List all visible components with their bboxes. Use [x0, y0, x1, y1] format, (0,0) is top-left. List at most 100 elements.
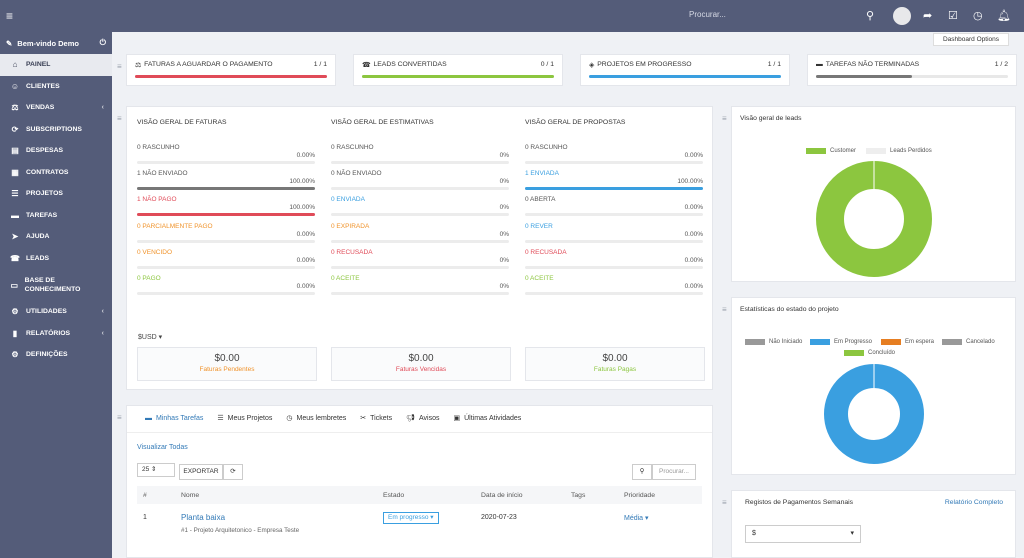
sidebar-item-despesas[interactable]: ▤ Despesas: [0, 140, 112, 162]
tab-meus-lembretes[interactable]: ◷ Meus lembretes: [286, 414, 346, 423]
overview-row[interactable]: 0 Rascunho 0.00%: [137, 144, 315, 170]
overview-row[interactable]: 1 Não enviado 100.00%: [137, 170, 315, 196]
sidebar-item-painel[interactable]: ⌂ Painel: [0, 54, 112, 76]
dashboard-options-button[interactable]: Dashboard Options: [933, 33, 1009, 46]
overview-row[interactable]: 0 Rever 0.00%: [525, 223, 703, 249]
sidebar-item-vendas[interactable]: ⚖ Vendas ‹: [0, 97, 112, 119]
overview-row[interactable]: 0 Aceite 0.00%: [525, 275, 703, 301]
sidebar-item-tarefas[interactable]: ▬ Tarefas: [0, 205, 112, 227]
currency-dropdown[interactable]: $ ▾: [745, 525, 861, 543]
stat-card[interactable]: ☎ Leads convertidas 0 / 1: [353, 54, 563, 86]
task-search-input[interactable]: Procurar...: [652, 464, 696, 480]
menu-toggle-icon[interactable]: ≡: [6, 9, 14, 23]
overview-row[interactable]: 0 Aceite 0%: [331, 275, 509, 301]
legend-item[interactable]: Leads Perdidos: [866, 148, 932, 154]
stat-progress-bar: [362, 75, 554, 78]
overview-row-percent: 100.00%: [677, 178, 703, 186]
legend-swatch: [881, 339, 901, 345]
view-all-link[interactable]: Visualizar Todas: [137, 444, 188, 451]
stat-count: 1 / 1: [767, 61, 781, 68]
logout-icon[interactable]: ⏻: [99, 38, 106, 47]
overview-row-label: 0 Aceite: [331, 274, 360, 282]
overview-row[interactable]: 0 Não enviado 0%: [331, 170, 509, 196]
share-icon[interactable]: ➦: [923, 10, 933, 22]
column-header[interactable]: Prioridade: [624, 492, 655, 499]
sidebar-item-contratos[interactable]: ▦ Contratos: [0, 162, 112, 184]
stat-card[interactable]: ⚖ Faturas a aguardar o pagamento 1 / 1: [126, 54, 336, 86]
sidebar-item-ajuda[interactable]: ➤ Ajuda: [0, 226, 112, 248]
folder-icon: ▭: [10, 280, 19, 290]
column-header[interactable]: Nome: [181, 492, 200, 499]
legend-item[interactable]: Não Iniciado: [745, 339, 802, 345]
overview-row[interactable]: 0 Rascunho 0.00%: [525, 144, 703, 170]
search-input[interactable]: Procurar...: [689, 10, 726, 19]
sidebar-item-subscriptions[interactable]: ⟳ Subscriptions: [0, 119, 112, 141]
overview-row[interactable]: 0 Pago 0.00%: [137, 275, 315, 301]
overview-row-label: 0 Rascunho: [331, 144, 374, 151]
overview-row[interactable]: 0 Aberta 0.00%: [525, 196, 703, 222]
sidebar-item-definições[interactable]: ⚙ Definições: [0, 344, 112, 366]
currency-select[interactable]: $USD ▾: [138, 334, 163, 341]
overview-row[interactable]: 0 Expirada 0%: [331, 223, 509, 249]
sidebar-item-leads[interactable]: ☎ Leads: [0, 248, 112, 270]
drag-handle-icon[interactable]: ≡: [117, 62, 122, 71]
stat-progress-fill: [362, 75, 554, 78]
sidebar-item-projetos[interactable]: ☰ Projetos: [0, 183, 112, 205]
legend-item[interactable]: Em Progresso: [810, 339, 872, 345]
tab-meus-projetos[interactable]: ☰ Meus Projetos: [217, 414, 272, 423]
sidebar-item-relatórios[interactable]: ▮ Relatórios ‹: [0, 323, 112, 345]
priority-dropdown[interactable]: Média ▾: [624, 515, 649, 522]
search-icon[interactable]: ⚲: [866, 10, 875, 22]
sidebar-item-base-de-conhecimento[interactable]: ▭ Base de Conhecimento: [0, 269, 112, 301]
column-header[interactable]: Data de início: [481, 492, 523, 499]
overview-row[interactable]: 0 Recusada 0.00%: [525, 249, 703, 275]
weekly-payments-panel: Registos de Pagamentos Semanais Relatóri…: [731, 490, 1016, 558]
drag-handle-icon[interactable]: ≡: [722, 305, 727, 314]
legend-item[interactable]: Cancelado: [942, 339, 995, 345]
avatar[interactable]: [893, 7, 911, 25]
calendar-icon: ▣: [453, 415, 461, 422]
stat-progress-bar: [135, 75, 327, 78]
page-size-select[interactable]: 25 ⇕: [137, 463, 175, 477]
drag-handle-icon[interactable]: ≡: [722, 498, 727, 507]
overview-row[interactable]: 0 Enviada 0%: [331, 196, 509, 222]
sidebar: ✎ Bem-vindo Demo ⏻ ⌂ Painel ☺ Clientes ⚖ Vend…: [0, 32, 112, 558]
drag-handle-icon[interactable]: ≡: [722, 114, 727, 123]
legend-item[interactable]: Concluído: [844, 350, 895, 356]
overview-row[interactable]: 1 Enviada 100.00%: [525, 170, 703, 196]
summary-box: $0.00 Faturas Pagas: [525, 347, 705, 381]
drag-handle-icon[interactable]: ≡: [117, 114, 122, 123]
full-report-link[interactable]: Relatório Completo: [944, 499, 1003, 506]
overview-row[interactable]: 0 Parcialmente pago 0.00%: [137, 223, 315, 249]
column-header[interactable]: #: [143, 492, 147, 499]
checklist-icon[interactable]: ☑: [948, 10, 958, 22]
legend-item[interactable]: Em espera: [881, 339, 934, 345]
search-icon[interactable]: ⚲: [632, 464, 652, 480]
refresh-button[interactable]: ⟳: [223, 464, 243, 480]
overview-row[interactable]: 0 Vencido 0.00%: [137, 249, 315, 275]
tab-avisos[interactable]: 📢︎ Avisos: [406, 414, 439, 423]
overview-row[interactable]: 0 Rascunho 0%: [331, 144, 509, 170]
drag-handle-icon[interactable]: ≡: [117, 413, 122, 422]
stat-card[interactable]: ◈ Projetos em progresso 1 / 1: [580, 54, 790, 86]
sidebar-item-utilidades[interactable]: ⚙ Utilidades ‹: [0, 301, 112, 323]
bell-icon[interactable]: 🔔︎: [997, 10, 1011, 22]
task-name-link[interactable]: Planta baixa: [181, 513, 226, 522]
column-header[interactable]: Estado: [383, 492, 405, 499]
tab-últimas-atividades[interactable]: ▣ Últimas Atividades: [453, 414, 521, 423]
column-header[interactable]: Tags: [571, 492, 586, 499]
status-dropdown[interactable]: Em progresso ▾: [383, 512, 439, 524]
export-button[interactable]: EXPORTAR: [179, 464, 223, 480]
tasks-icon: ▬: [816, 61, 823, 68]
overview-row[interactable]: 0 Recusada 0%: [331, 249, 509, 275]
sidebar-item-clientes[interactable]: ☺ Clientes: [0, 76, 112, 98]
clock-icon[interactable]: ◷: [973, 10, 983, 22]
overview-row[interactable]: 1 Não pago 100.00%: [137, 196, 315, 222]
legend-item[interactable]: Customer: [806, 148, 856, 154]
balance-icon: ⚖: [11, 103, 19, 113]
tab-minhas-tarefas[interactable]: ▬ Minhas Tarefas: [145, 414, 203, 422]
cubes-icon: ◈: [589, 62, 595, 69]
tab-tickets[interactable]: ✂ Tickets: [360, 414, 392, 423]
gear-icon: ⚙: [11, 350, 19, 360]
stat-card[interactable]: ▬ Tarefas não terminadas 1 / 2: [807, 54, 1017, 86]
